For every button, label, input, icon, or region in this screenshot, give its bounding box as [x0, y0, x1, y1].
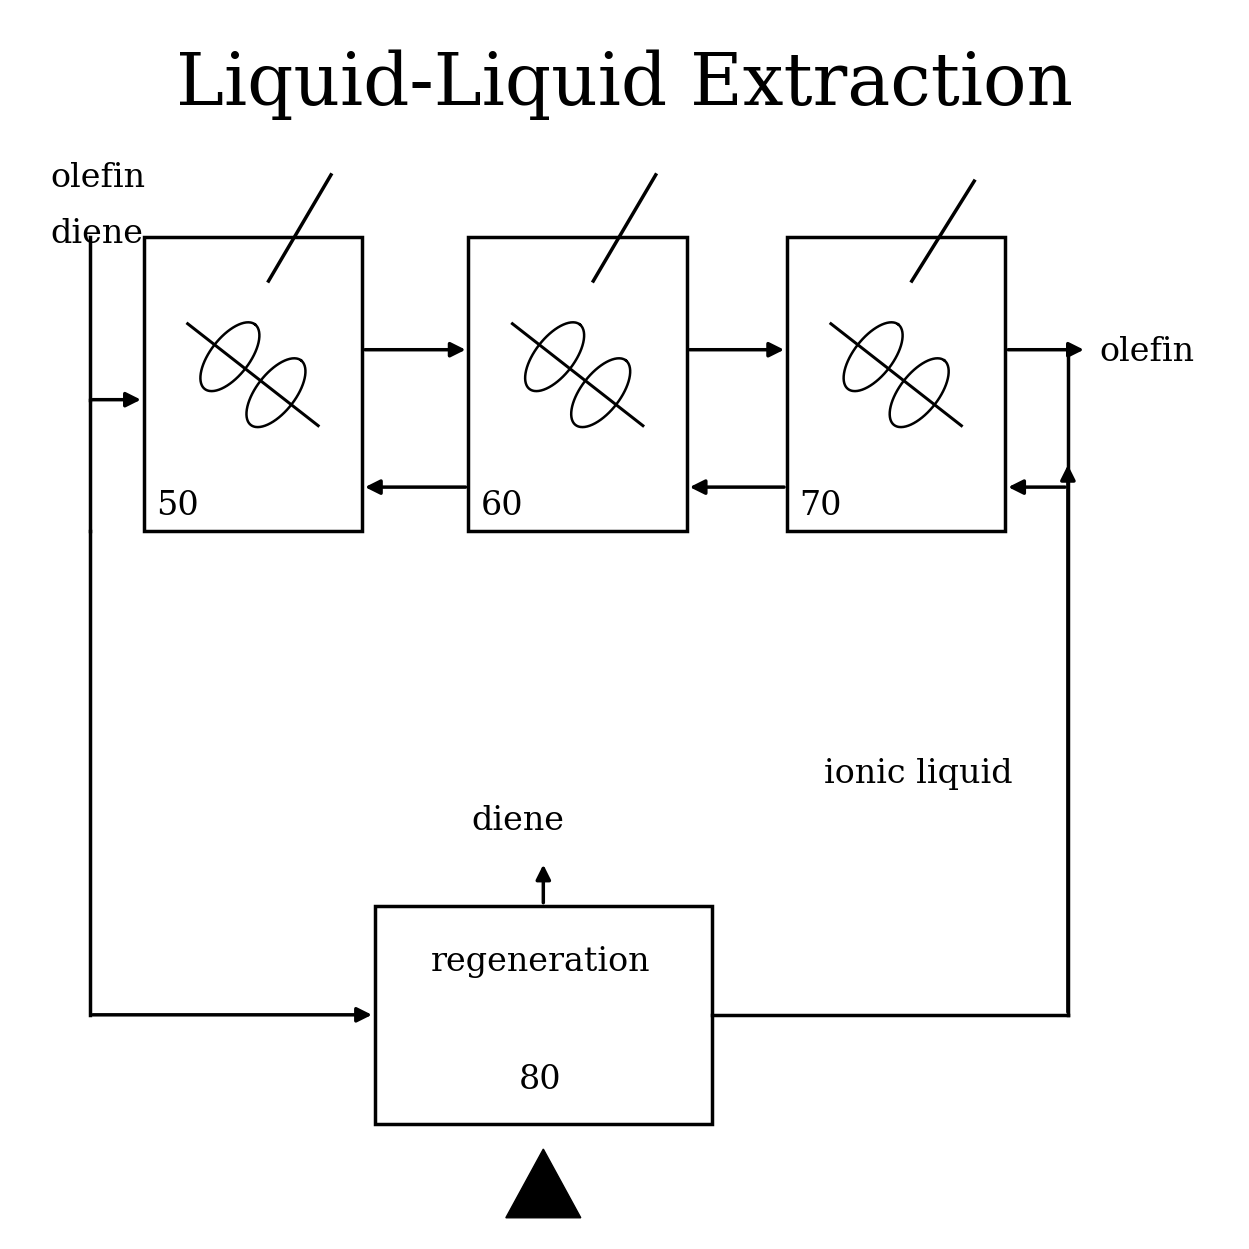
Text: 80: 80 — [518, 1064, 562, 1097]
Text: regeneration: regeneration — [431, 945, 649, 978]
Text: 60: 60 — [481, 490, 523, 522]
Text: olefin: olefin — [1099, 336, 1194, 368]
Text: diene: diene — [472, 804, 565, 837]
Bar — [375, 906, 712, 1124]
Text: diene: diene — [50, 217, 142, 250]
Text: 50: 50 — [156, 490, 199, 522]
Text: ionic liquid: ionic liquid — [824, 758, 1013, 791]
Bar — [468, 237, 687, 531]
Text: Liquid-Liquid Extraction: Liquid-Liquid Extraction — [176, 50, 1073, 120]
Polygon shape — [506, 1149, 581, 1218]
Text: olefin: olefin — [50, 161, 145, 194]
Bar — [144, 237, 362, 531]
Bar — [787, 237, 1005, 531]
Text: 70: 70 — [799, 490, 842, 522]
